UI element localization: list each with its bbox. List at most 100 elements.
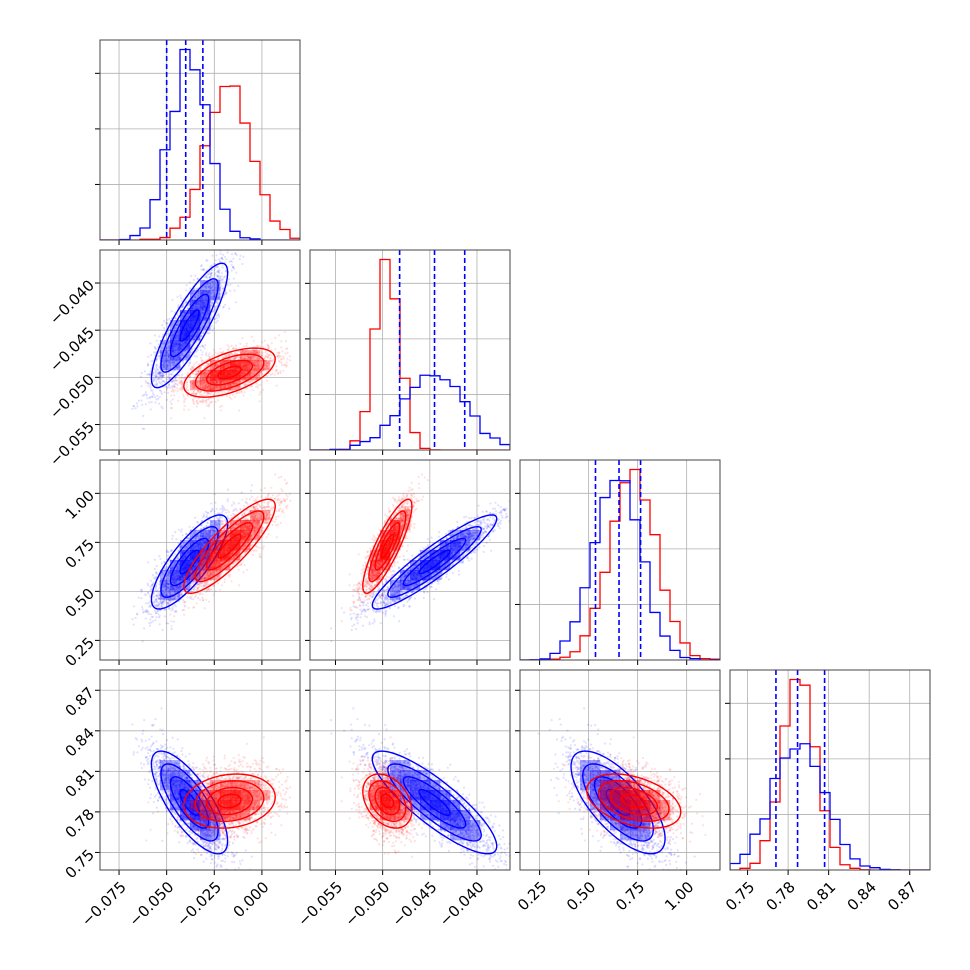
scatter-point <box>191 291 194 294</box>
scatter-point <box>189 529 193 532</box>
scatter-point <box>260 359 263 362</box>
scatter-point <box>174 359 177 363</box>
scatter-point <box>168 598 171 602</box>
scatter-point <box>170 567 173 571</box>
scatter-point <box>224 291 228 294</box>
scatter-point <box>208 518 211 522</box>
scatter-point <box>192 379 195 382</box>
scatter-point <box>173 327 176 330</box>
scatter-point <box>176 595 180 598</box>
scatter-point <box>148 401 151 404</box>
scatter-point <box>165 347 168 350</box>
scatter-point <box>276 354 279 357</box>
scatter-point <box>195 400 198 403</box>
scatter-point <box>262 367 265 370</box>
scatter-point <box>266 356 269 359</box>
scatter-point <box>251 369 254 372</box>
scatter-point <box>151 389 154 392</box>
scatter-point <box>255 352 258 355</box>
scatter-point <box>206 372 209 375</box>
scatter-point <box>285 361 288 364</box>
scatter-point <box>161 597 164 600</box>
scatter-point <box>207 376 211 379</box>
scatter-point <box>163 353 167 356</box>
scatter-point <box>256 364 259 367</box>
scatter-point <box>147 362 150 365</box>
scatter-point <box>221 511 224 514</box>
scatter-point <box>176 387 179 390</box>
scatter-point <box>164 355 167 358</box>
scatter-point <box>207 272 210 275</box>
scatter-point <box>162 365 166 368</box>
scatter-point <box>207 385 210 388</box>
scatter-point <box>149 408 152 411</box>
scatter-point <box>200 393 204 396</box>
scatter-point <box>208 533 211 536</box>
scatter-point <box>269 360 272 363</box>
scatter-point <box>176 366 180 369</box>
scatter-point <box>202 377 205 380</box>
scatter-point <box>237 356 240 359</box>
scatter-point <box>215 304 218 307</box>
scatter-point <box>178 563 181 566</box>
scatter-point <box>197 377 201 380</box>
scatter-point <box>266 356 269 359</box>
scatter-point <box>171 360 174 363</box>
scatter-point <box>154 347 157 350</box>
scatter-point <box>226 344 229 347</box>
scatter-point <box>204 285 207 288</box>
scatter-point <box>196 521 199 524</box>
scatter-point <box>261 372 264 376</box>
scatter-point <box>267 354 271 357</box>
scatter-point <box>163 368 166 371</box>
scatter-point <box>216 319 219 322</box>
scatter-point <box>192 278 195 282</box>
scatter-point <box>285 364 289 367</box>
scatter-point <box>251 361 254 364</box>
scatter-point <box>209 272 213 276</box>
scatter-point <box>233 357 236 360</box>
scatter-point <box>186 307 189 311</box>
density-cell <box>240 360 251 371</box>
scatter-point <box>242 357 245 360</box>
scatter-point <box>145 609 148 612</box>
scatter-point <box>153 374 156 377</box>
scatter-point <box>219 286 222 289</box>
panel-frame <box>99 39 301 241</box>
scatter-point <box>159 381 162 385</box>
scatter-point <box>248 357 252 360</box>
scatter-point <box>152 379 156 382</box>
scatter-point <box>213 294 216 297</box>
scatter-point <box>224 255 227 259</box>
scatter-point <box>154 401 157 404</box>
scatter-point <box>194 529 197 532</box>
scatter-point <box>162 342 165 345</box>
scatter-point <box>159 602 162 605</box>
scatter-point <box>154 384 157 387</box>
scatter-point <box>212 298 215 301</box>
scatter-point <box>243 391 246 394</box>
scatter-point <box>206 511 209 514</box>
scatter-point <box>277 371 280 375</box>
scatter-point <box>164 381 167 384</box>
scatter-point <box>174 377 177 380</box>
scatter-point <box>233 289 236 292</box>
scatter-point <box>195 361 198 364</box>
scatter-point <box>203 381 206 384</box>
scatter-point <box>214 364 217 367</box>
scatter-point <box>196 349 199 352</box>
scatter-point <box>261 352 264 355</box>
scatter-point <box>174 553 177 556</box>
scatter-point <box>158 350 161 353</box>
scatter-point <box>212 309 215 313</box>
scatter-point <box>183 399 186 402</box>
scatter-point <box>168 317 171 320</box>
scatter-point <box>203 381 206 384</box>
scatter-point <box>165 322 168 325</box>
scatter-point <box>218 277 221 280</box>
scatter-point <box>270 342 273 345</box>
scatter-point <box>202 268 205 271</box>
scatter-point <box>205 287 208 290</box>
scatter-point <box>156 372 160 375</box>
scatter-point <box>172 361 175 364</box>
